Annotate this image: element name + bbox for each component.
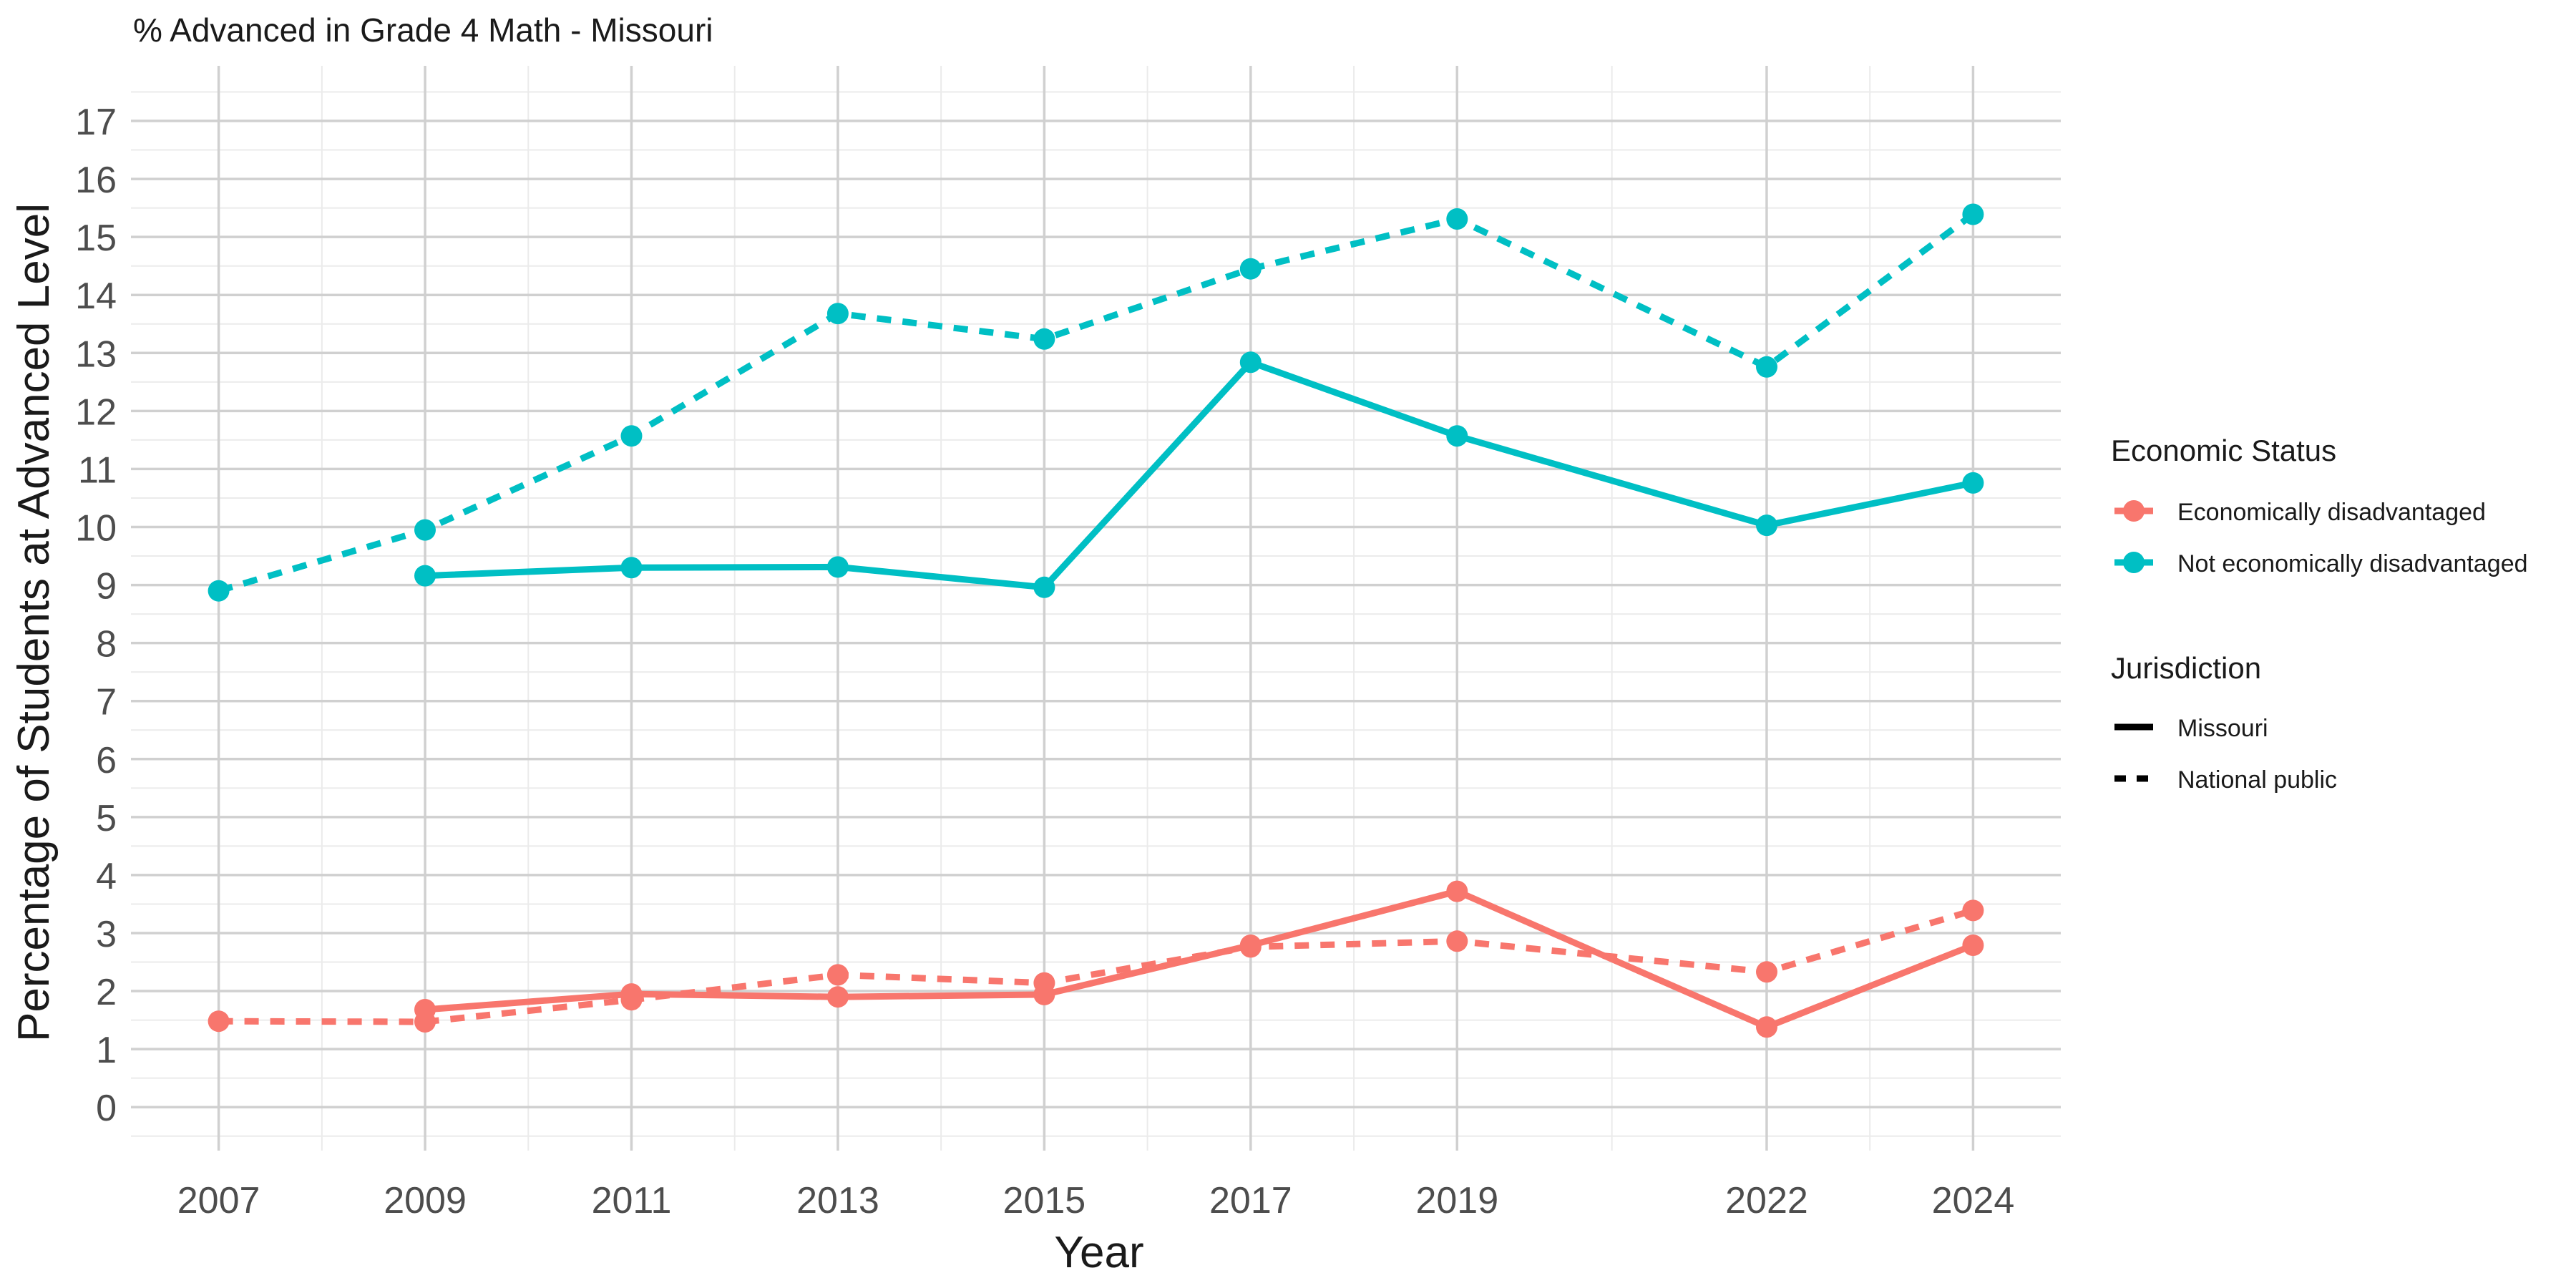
data-point — [1446, 930, 1468, 952]
data-point — [1446, 425, 1468, 447]
data-point — [1962, 899, 1984, 922]
data-point — [1756, 961, 1777, 983]
legend-item-missouri: Missouri — [2114, 715, 2268, 742]
y-tick-label: 13 — [75, 333, 117, 375]
data-point — [1239, 935, 1262, 956]
data-point — [826, 556, 849, 578]
y-tick-label: 0 — [96, 1088, 117, 1129]
y-tick-label: 17 — [75, 102, 117, 143]
data-point — [1962, 203, 1984, 225]
data-point — [1756, 1016, 1777, 1038]
y-tick-label: 16 — [75, 160, 117, 201]
series-not-economically-disadvantaged-missouri — [414, 351, 1984, 598]
data-point — [1962, 472, 1984, 494]
data-point — [1756, 514, 1777, 537]
y-tick-label: 1 — [96, 1030, 117, 1071]
legend-key-point-not-economically-disadvantaged — [2123, 552, 2145, 573]
legend-item-not-economically-disadvantaged: Not economically disadvantaged — [2114, 550, 2528, 577]
legend: Economic Status Economically disadvantag… — [2111, 434, 2528, 794]
series-economically-disadvantaged-national-public — [208, 899, 1984, 1033]
y-tick-label: 10 — [75, 508, 117, 550]
y-axis-label: Percentage of Students at Advanced Level — [9, 203, 59, 1042]
data-point — [1033, 328, 1055, 350]
legend-label-missouri: Missouri — [2177, 715, 2268, 742]
data-point — [620, 425, 643, 447]
series-layer — [208, 203, 1984, 1038]
legend-label-economically-disadvantaged: Economically disadvantaged — [2177, 499, 2486, 526]
data-point — [414, 565, 436, 587]
legend-label-national-public: National public — [2177, 766, 2337, 794]
data-point — [620, 557, 643, 579]
x-axis-label: Year — [1054, 1228, 1143, 1277]
x-tick-label: 2024 — [1932, 1180, 2015, 1221]
data-point — [1446, 208, 1468, 230]
grid-major — [131, 66, 2061, 1151]
data-point — [620, 983, 643, 1005]
series-economically-disadvantaged-missouri — [414, 880, 1984, 1038]
y-tick-label: 12 — [75, 391, 117, 433]
legend-key-point-economically-disadvantaged — [2123, 500, 2145, 522]
grid-minor — [131, 66, 2061, 1151]
y-tick-label: 6 — [96, 740, 117, 781]
data-point — [1446, 880, 1468, 902]
data-point — [1033, 983, 1055, 1005]
data-point — [208, 1010, 230, 1033]
data-point — [1239, 258, 1262, 280]
series-line-economically-disadvantaged-missouri — [424, 888, 1975, 1030]
chart-title: % Advanced in Grade 4 Math - Missouri — [133, 11, 713, 49]
data-point — [1033, 576, 1055, 598]
x-axis-ticks: 2007 2009 2011 2013 2015 2017 2019 2022 2024 — [177, 1180, 2015, 1221]
x-tick-label: 2019 — [1415, 1180, 1498, 1221]
legend-item-national-public: National public — [2114, 766, 2337, 794]
series-line-not-economically-disadvantaged-missouri — [424, 358, 1974, 591]
y-tick-label: 5 — [96, 798, 117, 839]
x-tick-label: 2009 — [384, 1180, 467, 1221]
data-point — [208, 580, 230, 602]
legend-label-not-economically-disadvantaged: Not economically disadvantaged — [2177, 550, 2528, 577]
y-tick-label: 9 — [96, 566, 117, 608]
y-tick-label: 7 — [96, 682, 117, 723]
series-not-economically-disadvantaged-national-public — [208, 203, 1984, 602]
data-point — [1962, 935, 1984, 956]
data-point — [414, 999, 436, 1020]
data-point — [826, 986, 849, 1008]
x-tick-label: 2013 — [796, 1180, 879, 1221]
data-point — [826, 303, 849, 325]
legend-title-jurisdiction: Jurisdiction — [2111, 651, 2261, 685]
x-tick-label: 2007 — [177, 1180, 260, 1221]
data-point — [1756, 356, 1777, 378]
x-tick-label: 2011 — [592, 1180, 672, 1221]
data-point — [414, 519, 436, 541]
x-tick-label: 2017 — [1209, 1180, 1292, 1221]
legend-item-economically-disadvantaged: Economically disadvantaged — [2114, 499, 2486, 526]
data-point — [826, 964, 849, 986]
data-point — [1239, 351, 1262, 374]
y-tick-label: 2 — [96, 972, 117, 1013]
y-tick-label: 8 — [96, 624, 117, 665]
legend-title-economic-status: Economic Status — [2111, 434, 2336, 467]
y-tick-label: 3 — [96, 914, 117, 955]
y-tick-label: 4 — [96, 856, 117, 897]
y-tick-label: 15 — [75, 218, 117, 259]
y-tick-label: 14 — [75, 275, 117, 317]
x-tick-label: 2015 — [1003, 1180, 1086, 1221]
y-tick-label: 11 — [78, 449, 117, 491]
x-tick-label: 2022 — [1725, 1180, 1808, 1221]
